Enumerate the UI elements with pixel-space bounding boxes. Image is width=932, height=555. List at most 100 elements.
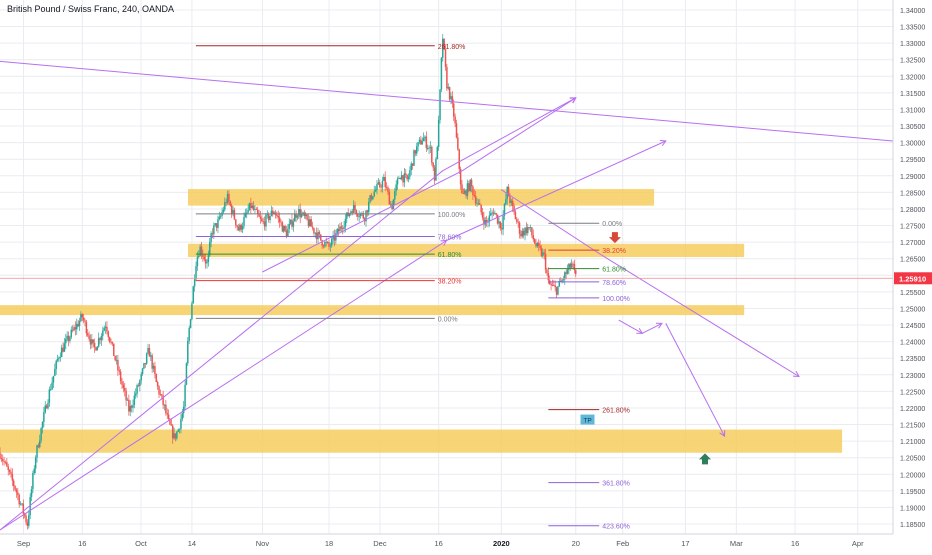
- candle-body: [426, 148, 429, 150]
- candle-body: [400, 175, 403, 180]
- candle: [226, 190, 229, 205]
- candle: [374, 186, 377, 193]
- candle: [395, 180, 397, 196]
- candle-body: [313, 227, 315, 234]
- candle-body: [405, 173, 407, 175]
- candle: [100, 333, 103, 347]
- candle-body: [82, 317, 85, 321]
- candle-body: [307, 219, 310, 227]
- x-tick-label: 16: [791, 539, 799, 548]
- candle: [154, 361, 156, 379]
- candle-body: [166, 413, 168, 415]
- candle-body: [520, 233, 522, 237]
- candle: [89, 334, 92, 350]
- candle-body: [92, 339, 94, 343]
- candle: [140, 371, 142, 385]
- candle: [85, 319, 88, 337]
- candle-body: [317, 231, 319, 240]
- candle: [206, 259, 208, 269]
- candle: [224, 197, 226, 212]
- candle-body: [4, 461, 7, 463]
- candle-body: [181, 413, 184, 420]
- trend-arrowhead: [569, 97, 577, 104]
- candle-body: [265, 214, 267, 227]
- candle: [429, 141, 432, 153]
- candle: [70, 326, 73, 340]
- candle-body: [355, 210, 358, 215]
- candle: [262, 217, 264, 225]
- candle-body: [11, 473, 14, 481]
- candle: [503, 202, 506, 221]
- candle-body: [507, 186, 510, 197]
- candle-body: [273, 212, 275, 215]
- candle: [248, 202, 251, 211]
- candle-body: [80, 314, 82, 322]
- candle: [396, 176, 399, 190]
- candle: [176, 430, 178, 441]
- candle: [505, 193, 507, 206]
- candle-body: [553, 285, 555, 286]
- candle: [4, 460, 7, 465]
- candle: [551, 279, 554, 287]
- fib-level-label: 61.80%: [438, 252, 462, 259]
- candle-body: [514, 211, 517, 220]
- candle-body: [156, 381, 159, 387]
- candle: [528, 227, 530, 231]
- candle-body: [45, 405, 48, 409]
- candle-body: [107, 331, 110, 338]
- candle-body: [244, 212, 247, 218]
- candle: [339, 222, 341, 232]
- candle: [113, 343, 115, 356]
- candle: [470, 178, 473, 193]
- candle-body: [409, 170, 411, 177]
- candle: [444, 44, 447, 71]
- candle: [463, 188, 466, 195]
- candle-body: [151, 355, 153, 369]
- candle: [276, 211, 278, 219]
- candle: [347, 208, 349, 217]
- candle: [185, 362, 188, 386]
- candle-body: [369, 195, 371, 202]
- candle-body: [304, 214, 307, 217]
- candle-body: [170, 424, 173, 426]
- candle-body: [554, 285, 556, 288]
- candle-body: [450, 96, 452, 100]
- candle: [417, 142, 419, 152]
- candle-body: [174, 433, 177, 439]
- candle: [450, 92, 452, 105]
- candle-body: [14, 486, 16, 490]
- candle: [548, 275, 551, 285]
- last-price-label: 1.25910: [899, 274, 926, 283]
- candle-body: [278, 217, 281, 222]
- candle: [156, 380, 159, 390]
- candle-body: [455, 123, 458, 138]
- candle: [84, 318, 86, 327]
- candle: [543, 249, 545, 260]
- candle: [148, 344, 151, 357]
- candle: [425, 131, 428, 152]
- x-tick-label: Feb: [616, 539, 629, 548]
- x-tick-label: 17: [681, 539, 689, 548]
- candle-body: [500, 228, 503, 230]
- trend-line: [501, 189, 800, 377]
- candle-body: [544, 253, 547, 270]
- candle-body: [376, 184, 378, 190]
- candle-body: [357, 214, 359, 217]
- candle: [137, 382, 140, 388]
- candle: [288, 218, 290, 234]
- candle-body: [446, 67, 448, 89]
- candle-body: [177, 429, 179, 432]
- y-tick-label: 1.30500: [900, 124, 925, 131]
- candle-body: [91, 339, 93, 345]
- candle-body: [325, 241, 328, 243]
- candle: [520, 230, 522, 239]
- y-tick-label: 1.25000: [900, 306, 925, 313]
- candle-body: [424, 136, 426, 138]
- candle-body: [503, 203, 506, 216]
- candle-body: [566, 269, 569, 274]
- candle-body: [381, 180, 384, 188]
- candle-body: [431, 146, 433, 163]
- candle: [133, 391, 136, 409]
